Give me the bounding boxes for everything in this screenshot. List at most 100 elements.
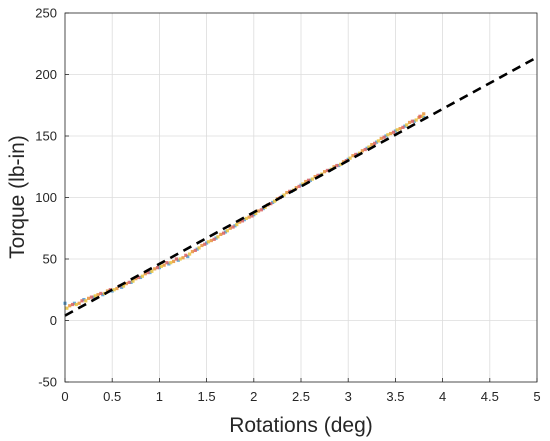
data-point xyxy=(77,301,81,305)
data-point xyxy=(332,165,336,169)
data-point xyxy=(68,304,72,308)
data-point xyxy=(370,143,374,147)
data-point xyxy=(393,129,397,133)
data-point xyxy=(167,262,171,266)
data-point xyxy=(70,302,75,307)
data-point xyxy=(272,199,277,203)
data-point xyxy=(398,127,402,131)
data-point xyxy=(313,174,317,179)
data-point xyxy=(405,123,409,127)
data-point xyxy=(124,282,128,286)
data-point xyxy=(216,235,220,239)
data-point xyxy=(282,193,286,197)
data-point xyxy=(127,280,131,284)
data-point xyxy=(420,114,424,118)
data-point xyxy=(112,288,116,292)
data-point xyxy=(115,286,119,291)
y-tick-label: 100 xyxy=(35,190,57,205)
data-point xyxy=(153,267,157,271)
data-point xyxy=(297,184,301,189)
data-point xyxy=(171,259,176,264)
data-point xyxy=(410,119,414,123)
data-point xyxy=(250,214,254,218)
data-point xyxy=(379,136,383,141)
data-point xyxy=(363,147,367,152)
data-point xyxy=(418,114,422,118)
data-point xyxy=(382,135,386,139)
data-point xyxy=(256,209,261,213)
y-axis-ticks: -50 0 50 100 150 200 250 xyxy=(35,6,69,390)
x-tick-label: 2.5 xyxy=(292,389,310,404)
data-point xyxy=(120,285,124,289)
x-tick-label: 4 xyxy=(439,389,446,404)
data-point xyxy=(212,237,216,241)
x-tick-label: 4.5 xyxy=(481,389,499,404)
x-tick-label: 3.5 xyxy=(386,389,404,404)
x-tick-label: 1 xyxy=(156,389,163,404)
data-point xyxy=(367,145,371,149)
data-point xyxy=(219,232,223,236)
series-3 xyxy=(70,114,422,307)
data-point xyxy=(323,170,327,174)
data-point xyxy=(91,295,95,299)
data-point xyxy=(203,242,207,246)
data-point xyxy=(271,200,275,205)
data-point xyxy=(89,295,94,299)
x-axis-title: Rotations (deg) xyxy=(229,414,373,437)
data-point xyxy=(165,261,169,265)
data-point xyxy=(214,236,218,240)
data-point xyxy=(121,284,126,288)
data-point xyxy=(184,253,188,257)
data-point xyxy=(384,134,388,138)
data-point xyxy=(240,219,245,223)
data-point xyxy=(294,186,298,190)
data-point xyxy=(374,140,379,144)
data-point xyxy=(93,294,97,298)
data-point xyxy=(72,301,77,305)
data-point xyxy=(228,226,232,230)
data-point xyxy=(159,264,163,268)
data-point xyxy=(422,115,426,120)
data-point xyxy=(238,220,242,224)
data-point xyxy=(401,125,405,129)
data-point xyxy=(150,269,154,273)
data-point xyxy=(74,302,78,307)
data-point xyxy=(84,299,88,303)
data-point xyxy=(310,177,314,181)
data-point xyxy=(337,163,341,168)
data-point xyxy=(389,131,393,136)
data-point xyxy=(304,179,308,184)
x-tick-label: 1.5 xyxy=(198,389,216,404)
data-point xyxy=(197,246,201,250)
x-tick-label: 3 xyxy=(345,389,352,404)
data-point xyxy=(146,270,150,275)
y-tick-label: 250 xyxy=(35,6,57,21)
data-point xyxy=(386,133,390,137)
data-point xyxy=(242,218,246,222)
data-point xyxy=(225,229,229,233)
y-tick-label: 150 xyxy=(35,129,57,144)
data-point xyxy=(193,248,197,252)
data-point xyxy=(134,277,138,281)
data-point xyxy=(174,257,178,261)
data-point xyxy=(80,299,84,303)
data-point xyxy=(129,280,133,284)
data-point xyxy=(376,139,381,143)
data-point xyxy=(131,279,135,283)
data-point xyxy=(223,230,228,234)
data-point xyxy=(373,141,377,145)
data-point xyxy=(178,257,182,261)
data-point xyxy=(206,240,211,244)
data-point xyxy=(325,168,330,173)
data-point xyxy=(190,250,195,254)
data-point xyxy=(403,124,407,128)
y-tick-label: 50 xyxy=(43,252,57,267)
data-point xyxy=(181,256,185,260)
data-point xyxy=(351,154,355,158)
data-point xyxy=(200,243,204,248)
data-point xyxy=(233,224,237,228)
data-point xyxy=(209,238,213,243)
data-point xyxy=(254,211,258,216)
data-point xyxy=(99,291,103,296)
